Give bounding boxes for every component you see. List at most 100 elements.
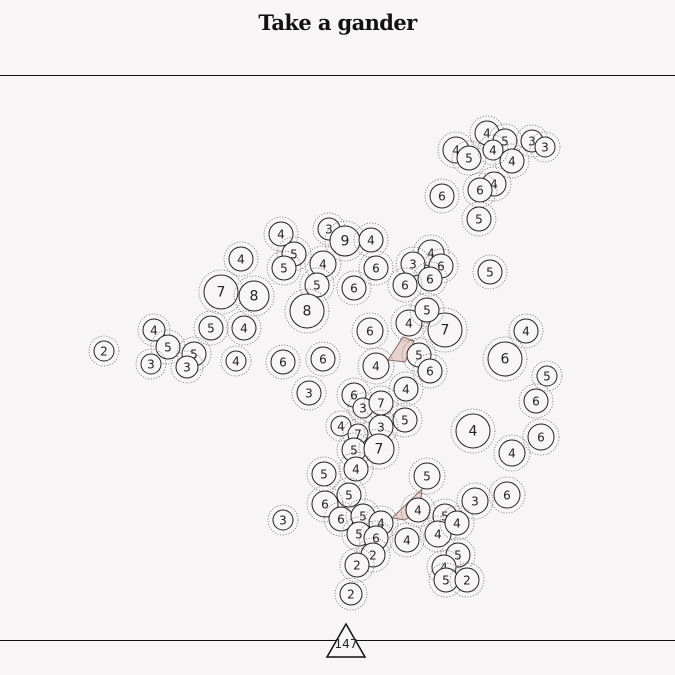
node-24[interactable]: 4 [223, 241, 259, 277]
node-67[interactable]: 6 [522, 418, 560, 456]
node-73[interactable]: 6 [306, 485, 344, 523]
node-7[interactable]: 3 [529, 131, 561, 163]
node-54[interactable]: 6 [265, 344, 301, 380]
node-16[interactable]: 4 [353, 222, 389, 258]
node-55[interactable]: 3 [291, 375, 327, 411]
node-40[interactable]: 5 [472, 254, 508, 290]
node-71[interactable]: 4 [338, 451, 374, 487]
node-range-ring [363, 409, 399, 445]
node-38[interactable]: 6 [412, 261, 448, 297]
node-70[interactable]: 5 [306, 456, 342, 492]
node-22[interactable]: 6 [336, 270, 372, 306]
node-value: 6 [426, 365, 434, 379]
node-25[interactable]: 7 [198, 269, 244, 315]
node-range-ring [449, 562, 485, 598]
node-86[interactable]: 4 [439, 505, 475, 541]
node-range-ring [291, 375, 327, 411]
node-9[interactable]: 4 [477, 134, 509, 166]
node-value: 5 [401, 414, 409, 428]
node-value: 2 [347, 588, 355, 602]
node-circle [203, 274, 239, 310]
node-range-ring [339, 547, 375, 583]
node-50[interactable]: 5 [531, 360, 563, 392]
node-28[interactable]: 4 [226, 310, 262, 346]
node-value: 4 [277, 228, 285, 242]
node-range-ring [276, 236, 312, 272]
node-value: 3 [279, 514, 287, 528]
node-33[interactable]: 2 [88, 335, 120, 367]
node-49[interactable]: 6 [482, 336, 528, 382]
node-range-ring [426, 549, 462, 585]
node-11[interactable]: 6 [424, 178, 460, 214]
node-circle [311, 461, 337, 487]
node-39[interactable]: 6 [387, 267, 423, 303]
node-value: 4 [240, 322, 248, 336]
node-92[interactable]: 2 [339, 547, 375, 583]
node-80[interactable]: 6 [488, 476, 526, 514]
node-value: 4 [508, 447, 516, 461]
node-59[interactable]: 7 [363, 385, 399, 421]
node-30[interactable]: 5 [150, 329, 186, 365]
node-10[interactable]: 6 [462, 172, 498, 208]
node-18[interactable]: 5 [266, 250, 302, 286]
node-12[interactable]: 5 [461, 201, 497, 237]
node-range-ring [193, 310, 229, 346]
node-value: 4 [237, 253, 245, 267]
node-20[interactable]: 6 [358, 250, 394, 286]
node-range-ring [529, 131, 561, 163]
node-41[interactable]: 6 [351, 312, 389, 350]
node-90[interactable]: 2 [449, 562, 485, 598]
node-53[interactable]: 6 [305, 341, 341, 377]
node-range-ring [223, 241, 259, 277]
node-51[interactable]: 4 [220, 345, 252, 377]
node-78[interactable]: 4 [400, 492, 436, 528]
node-circle [289, 293, 325, 329]
node-circle [330, 415, 352, 437]
node-32[interactable]: 3 [170, 350, 204, 384]
node-34[interactable]: 3 [135, 348, 167, 380]
node-79[interactable]: 3 [456, 482, 494, 520]
node-47[interactable]: 6 [412, 353, 448, 389]
node-83[interactable]: 4 [389, 522, 425, 558]
node-42[interactable]: 4 [390, 304, 428, 342]
node-value: 6 [319, 353, 327, 367]
node-value: 4 [489, 144, 497, 158]
node-66[interactable]: 4 [450, 408, 496, 454]
node-circle [175, 355, 199, 379]
node-value: 5 [415, 349, 423, 363]
node-2[interactable]: 5 [451, 140, 487, 176]
node-circle [93, 340, 115, 362]
node-5[interactable]: 4 [494, 143, 530, 179]
node-range-ring [451, 140, 487, 176]
node-13[interactable]: 4 [263, 216, 299, 252]
node-45[interactable]: 4 [357, 347, 395, 385]
node-44[interactable]: 5 [409, 292, 445, 328]
node-value: 5 [423, 470, 431, 484]
node-60[interactable]: 5 [387, 402, 423, 438]
node-68[interactable]: 4 [493, 434, 531, 472]
node-43[interactable]: 7 [422, 307, 468, 353]
node-74[interactable]: 3 [267, 504, 299, 536]
node-63[interactable]: 3 [363, 409, 399, 445]
node-23[interactable]: 8 [284, 288, 330, 334]
node-value: 5 [442, 574, 450, 588]
node-range-ring [461, 201, 497, 237]
node-range-ring [353, 222, 389, 258]
node-value: 2 [353, 559, 361, 573]
node-21[interactable]: 5 [299, 267, 335, 303]
node-value: 6 [279, 356, 287, 370]
node-93[interactable]: 2 [334, 577, 368, 611]
node-52[interactable]: 6 [518, 383, 554, 419]
node-27[interactable]: 5 [193, 310, 229, 346]
node-circle [270, 349, 296, 375]
node-circle [454, 567, 480, 593]
node-circle [363, 255, 389, 281]
node-range-ring [439, 505, 475, 541]
node-48[interactable]: 4 [508, 313, 544, 349]
node-69[interactable]: 5 [408, 457, 446, 495]
node-26[interactable]: 8 [233, 275, 275, 317]
node-range-ring [284, 288, 330, 334]
node-58[interactable]: 4 [388, 371, 424, 407]
node-65[interactable]: 7 [358, 428, 400, 470]
